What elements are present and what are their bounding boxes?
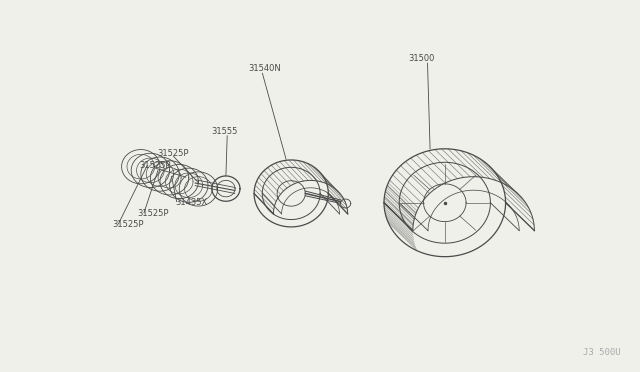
Text: 31525P: 31525P [157, 149, 189, 158]
Text: 31555: 31555 [211, 127, 237, 136]
Text: 31540N: 31540N [248, 64, 281, 73]
Text: 31525P: 31525P [140, 161, 171, 170]
Text: 31525P: 31525P [112, 220, 143, 229]
Text: 31525P: 31525P [138, 209, 169, 218]
Text: 31500: 31500 [408, 54, 435, 63]
Text: J3 500U: J3 500U [583, 348, 621, 357]
Text: 31435X: 31435X [175, 198, 207, 206]
